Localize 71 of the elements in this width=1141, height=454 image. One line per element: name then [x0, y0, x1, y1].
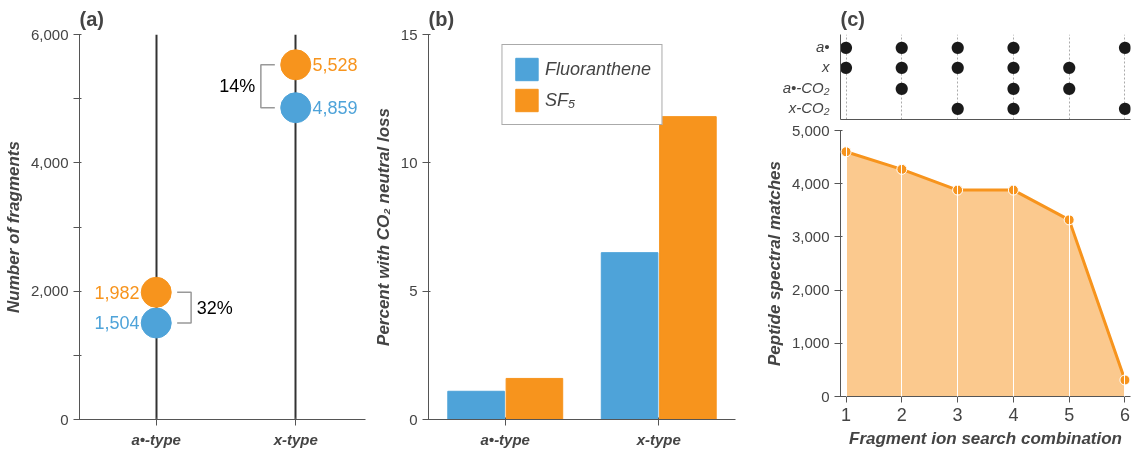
x-tick-label: 3: [952, 404, 963, 425]
y-tick-label: 4,000: [30, 153, 69, 171]
bar: [659, 116, 717, 420]
point: [140, 307, 172, 339]
text: ●: [1006, 57, 1021, 77]
annotation: 32%: [196, 297, 233, 318]
y-tick-label: 4,000: [791, 174, 830, 192]
text: ●: [950, 57, 965, 77]
text: ●: [839, 37, 854, 57]
chart-title: (c): [840, 7, 865, 30]
data-label: 1,982: [94, 282, 140, 303]
point: [280, 49, 312, 81]
x-axis-title: Fragment ion search combination: [849, 428, 1123, 448]
y-axis-title: Peptide spectral matches: [764, 160, 784, 367]
y-tick-label: a•: [815, 38, 830, 56]
text: ●: [894, 77, 909, 97]
bar: [447, 390, 505, 420]
y-axis-title: Percent with CO₂ neutral loss: [373, 108, 393, 346]
chart-title: (a): [79, 7, 104, 30]
y-tick-label: x: [821, 58, 830, 76]
y-tick-label: 3,000: [791, 227, 830, 245]
point: [1063, 214, 1075, 226]
point: [896, 163, 908, 175]
x-tick-label: 2: [896, 404, 907, 425]
bar: [505, 377, 564, 420]
text: ●: [950, 97, 965, 117]
y-tick-label: x-CO₂: [787, 98, 830, 116]
y-tick-label: 5: [409, 282, 418, 300]
text: ●: [950, 37, 965, 57]
y-tick-label: 0: [821, 387, 830, 405]
y-tick-label: 10: [400, 153, 418, 171]
x-tick-label: a•-type: [131, 430, 181, 448]
text: ●: [1006, 77, 1021, 97]
annotation: 14%: [219, 76, 256, 97]
y-tick-label: 1,000: [791, 334, 830, 352]
x-tick-label: a•-type: [480, 430, 530, 448]
bar: [600, 252, 659, 420]
text: ●: [1006, 97, 1021, 117]
data-label: 5,528: [312, 55, 358, 76]
text: ●: [1117, 97, 1132, 117]
y-tick-label: 6,000: [30, 25, 69, 43]
y-tick-label: 0: [60, 410, 69, 428]
x-tick-label: x-type: [635, 430, 681, 448]
point: [1007, 184, 1019, 196]
x-tick-label: 1: [841, 404, 852, 425]
text: ●: [1062, 77, 1077, 97]
x-tick-label: 6: [1119, 404, 1130, 425]
text: ●: [1006, 37, 1021, 57]
text: ●: [1117, 37, 1132, 57]
y-tick-label: a•-CO₂: [782, 78, 830, 96]
legend-label: SF₅: [544, 89, 576, 111]
x-tick-label: 5: [1064, 404, 1075, 425]
text: ●: [839, 57, 854, 77]
text: ●: [1062, 57, 1077, 77]
point: [280, 92, 312, 124]
text: ●: [894, 57, 909, 77]
y-tick-label: 2,000: [791, 281, 830, 299]
x-tick-label: x-type: [272, 430, 318, 448]
point: [840, 146, 852, 158]
chart-title: (b): [428, 7, 455, 30]
legend-label: Fluoranthene: [544, 58, 652, 80]
point: [140, 276, 172, 308]
y-tick-label: 0: [409, 410, 418, 428]
data-label: 4,859: [312, 98, 358, 119]
x-tick-label: 4: [1008, 404, 1019, 425]
y-axis-title: Number of fragments: [3, 141, 23, 313]
y-tick-label: 5,000: [791, 121, 830, 139]
y-tick-label: 15: [400, 25, 418, 43]
y-tick-label: 2,000: [30, 282, 69, 300]
text: ●: [894, 37, 909, 57]
data-label: 1,504: [94, 313, 140, 334]
